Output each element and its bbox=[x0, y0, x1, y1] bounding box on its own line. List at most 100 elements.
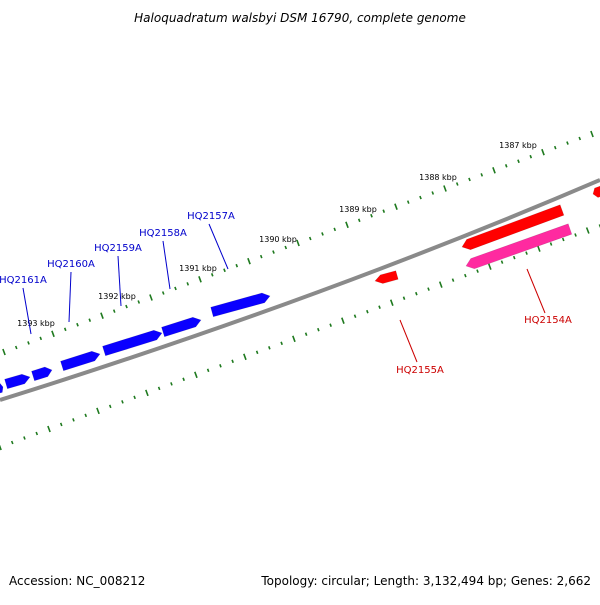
scale-tick bbox=[329, 323, 332, 327]
scale-tick bbox=[402, 296, 406, 300]
scale-label: 1389 kbp bbox=[339, 205, 377, 214]
leader-line bbox=[22, 287, 32, 335]
scale-tick bbox=[88, 318, 92, 322]
scale-tick bbox=[108, 404, 112, 409]
scale-tick bbox=[23, 436, 26, 440]
gene-arrow[interactable] bbox=[592, 185, 600, 198]
gene-label-hq2158a[interactable]: HQ2158A bbox=[139, 228, 187, 239]
scale-tick bbox=[223, 268, 226, 273]
scale-tick bbox=[219, 364, 222, 368]
scale-tick bbox=[480, 173, 484, 177]
scale-tick bbox=[231, 359, 234, 364]
gene-label-hq2161a[interactable]: HQ2161A bbox=[0, 275, 47, 286]
gene-arrow[interactable] bbox=[0, 382, 4, 394]
scale-tick bbox=[357, 218, 361, 223]
scale-tick bbox=[14, 345, 18, 350]
scale-tick bbox=[76, 322, 79, 327]
scale-tick bbox=[194, 371, 198, 379]
scale-tick bbox=[308, 236, 312, 241]
scale-tick bbox=[255, 350, 259, 355]
gene-arrow-hq2154a[interactable] bbox=[461, 204, 565, 251]
gene-arrow-hq2161a[interactable] bbox=[31, 366, 53, 382]
scale-tick bbox=[406, 200, 410, 204]
gene-label-hq2159a[interactable]: HQ2159A bbox=[94, 243, 142, 254]
gene-label-hq2157a[interactable]: HQ2157A bbox=[187, 211, 235, 222]
scale-tick bbox=[84, 413, 88, 418]
reverse-strand-genes bbox=[374, 185, 600, 284]
scale-label: 1391 kbp bbox=[179, 264, 217, 273]
scale-tick bbox=[206, 368, 210, 373]
scale-tick bbox=[525, 251, 528, 255]
scale-tick bbox=[529, 154, 533, 159]
scale-tick bbox=[10, 440, 14, 445]
scale-tick bbox=[35, 431, 39, 436]
scale-tick bbox=[321, 232, 324, 236]
scale-tick bbox=[72, 418, 75, 422]
gene-arrow-hq2155a[interactable] bbox=[374, 270, 399, 284]
genome-title: Haloquadratum walsbyi DSM 16790, complet… bbox=[134, 11, 466, 25]
scale-tick bbox=[451, 278, 455, 282]
scale-tick bbox=[549, 242, 553, 246]
scale-tick bbox=[121, 400, 124, 404]
leader-line bbox=[68, 271, 72, 323]
scale-tick bbox=[157, 386, 161, 391]
gene-label-hq2160a[interactable]: HQ2160A bbox=[47, 259, 95, 270]
scale-tick bbox=[259, 254, 263, 259]
gene-arrow-hq2159a[interactable] bbox=[102, 329, 163, 357]
gene-arrow-hq2158a[interactable] bbox=[161, 316, 202, 338]
leader-line bbox=[162, 240, 171, 290]
scale-tick bbox=[341, 317, 345, 324]
scale-tick bbox=[512, 255, 516, 260]
scale-tick bbox=[280, 341, 283, 346]
scale-tick bbox=[333, 227, 337, 232]
scale-tick bbox=[182, 377, 185, 382]
scale-tick bbox=[174, 286, 177, 291]
gene-label-hq2154a[interactable]: HQ2154A bbox=[524, 315, 572, 326]
scale-tick bbox=[2, 348, 6, 356]
scale-tick bbox=[389, 299, 394, 306]
scale-tick bbox=[553, 145, 557, 150]
scale-tick bbox=[59, 422, 63, 427]
scale-tick bbox=[415, 291, 418, 296]
scale-tick bbox=[345, 221, 349, 229]
gene-arrow-hq2157a[interactable] bbox=[210, 292, 271, 318]
scale-tick bbox=[137, 300, 141, 304]
leader-line bbox=[208, 223, 229, 270]
leader-line bbox=[399, 319, 418, 363]
scale-tick bbox=[353, 314, 357, 318]
gene-label-hq2155a[interactable]: HQ2155A bbox=[396, 365, 444, 376]
scale-tick bbox=[590, 130, 594, 138]
scale-label: 1392 kbp bbox=[98, 292, 136, 301]
gene-arrow-hq2160a[interactable] bbox=[60, 350, 101, 372]
scale-labels: 1387 kbp 1388 kbp 1389 kbp 1390 kbp 1391 kbp… bbox=[17, 141, 537, 328]
scale-tick bbox=[100, 312, 104, 319]
scale-tick bbox=[443, 185, 447, 192]
scale-tick bbox=[500, 260, 504, 264]
scale-label: 1387 kbp bbox=[499, 141, 537, 150]
scale-tick bbox=[186, 282, 190, 286]
scale-tick bbox=[47, 425, 51, 433]
scale-tick bbox=[284, 245, 288, 250]
scale-tick bbox=[317, 327, 320, 332]
scale-tick bbox=[427, 287, 430, 291]
scale-tick bbox=[96, 407, 100, 415]
scale-label: 1388 kbp bbox=[419, 173, 457, 182]
scale-tick bbox=[561, 237, 565, 242]
feature-arrow-hq2154a[interactable] bbox=[465, 223, 573, 270]
leader-line bbox=[526, 268, 546, 314]
scale-tick bbox=[304, 332, 308, 336]
genome-summary-text: Topology: circular; Length: 3,132,494 bp… bbox=[261, 574, 591, 588]
scale-tick bbox=[578, 136, 582, 141]
scale-tick bbox=[125, 304, 128, 309]
scale-tick bbox=[296, 239, 300, 247]
scale-tick bbox=[235, 263, 239, 268]
scale-tick bbox=[133, 395, 136, 400]
scale-tick bbox=[492, 167, 496, 174]
scale-tick bbox=[504, 164, 508, 168]
scale-label: 1393 kbp bbox=[17, 319, 55, 328]
scale-tick bbox=[370, 213, 373, 218]
scale-tick bbox=[198, 276, 202, 283]
gene-arrow[interactable] bbox=[4, 373, 31, 390]
scale-tick bbox=[39, 336, 43, 341]
